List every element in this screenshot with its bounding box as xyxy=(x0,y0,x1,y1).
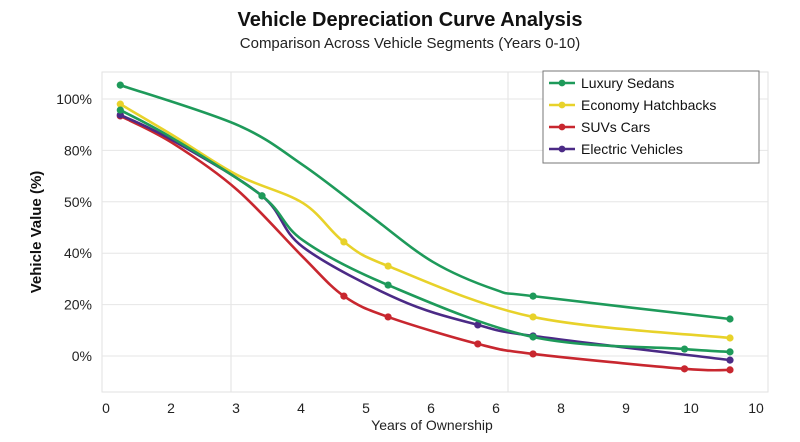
x-tick-label: 2 xyxy=(167,400,175,416)
data-point xyxy=(680,365,689,373)
y-tick-label: 80% xyxy=(64,142,92,158)
plot-area xyxy=(101,71,769,393)
data-point xyxy=(116,106,124,114)
data-point xyxy=(384,313,392,321)
legend-item: SUVs Cars xyxy=(549,119,650,135)
y-axis-label: Vehicle Value (%) xyxy=(28,171,45,294)
data-point xyxy=(726,315,734,323)
x-tick-label: 10 xyxy=(683,400,699,416)
series-line xyxy=(119,114,731,372)
legend-marker xyxy=(558,123,566,131)
data-point xyxy=(529,313,537,321)
chart-subtitle: Comparison Across Vehicle Segments (Year… xyxy=(240,35,580,52)
data-point xyxy=(384,262,392,270)
y-tick-label: 20% xyxy=(64,297,92,313)
legend-label: Economy Hatchbacks xyxy=(581,97,716,113)
data-point xyxy=(340,292,348,300)
legend-box xyxy=(542,70,760,164)
y-tick-label: 0% xyxy=(72,348,92,364)
data-point xyxy=(726,348,734,356)
series-lines xyxy=(116,81,734,374)
series-4 xyxy=(116,106,734,356)
data-point xyxy=(529,350,537,358)
legend-marker xyxy=(558,79,566,87)
data-point xyxy=(384,281,392,289)
x-axis-label: Years of Ownership xyxy=(371,417,493,433)
y-tick-label: 50% xyxy=(64,194,92,210)
data-point xyxy=(474,321,482,329)
ticks: 100% 80% 50% 40% 20% 0% 0 2 3 4 5 6 6 8 9 10 10 xyxy=(56,91,764,416)
x-tick-label: 3 xyxy=(232,400,240,416)
legend-label: SUVs Cars xyxy=(581,119,650,135)
data-point xyxy=(258,192,266,200)
y-tick-label: 40% xyxy=(64,245,92,261)
series-line xyxy=(119,83,731,321)
data-point xyxy=(474,340,482,348)
x-tick-label: 0 xyxy=(102,400,110,416)
series-0 xyxy=(116,81,734,323)
data-point xyxy=(116,100,124,108)
series-1 xyxy=(116,100,734,342)
x-tick-label: 10 xyxy=(748,400,764,416)
legend-item: Luxury Sedans xyxy=(549,75,674,91)
legend-marker xyxy=(558,101,566,109)
legend-item: Electric Vehicles xyxy=(549,141,683,157)
data-point xyxy=(680,345,689,353)
data-point xyxy=(726,366,734,374)
x-tick-label: 8 xyxy=(557,400,565,416)
data-point xyxy=(529,333,537,341)
legend-label: Electric Vehicles xyxy=(581,141,683,157)
legend-item: Economy Hatchbacks xyxy=(549,97,716,113)
data-point xyxy=(340,238,348,246)
x-tick-label: 5 xyxy=(362,400,370,416)
data-point xyxy=(726,356,734,364)
x-tick-label: 4 xyxy=(297,400,305,416)
legend: Luxury Sedans Economy Hatchbacks SUVs Cars… xyxy=(542,70,760,164)
y-tick-label: 100% xyxy=(56,91,92,107)
data-point xyxy=(529,292,537,300)
series-line xyxy=(119,108,731,354)
legend-marker xyxy=(558,145,566,153)
x-tick-label: 9 xyxy=(622,400,630,416)
x-tick-label: 6 xyxy=(427,400,435,416)
data-point xyxy=(116,81,124,89)
data-point xyxy=(726,334,734,342)
x-tick-label: 6 xyxy=(492,400,500,416)
legend-label: Luxury Sedans xyxy=(581,75,674,91)
chart-title: Vehicle Depreciation Curve Analysis xyxy=(238,9,583,31)
